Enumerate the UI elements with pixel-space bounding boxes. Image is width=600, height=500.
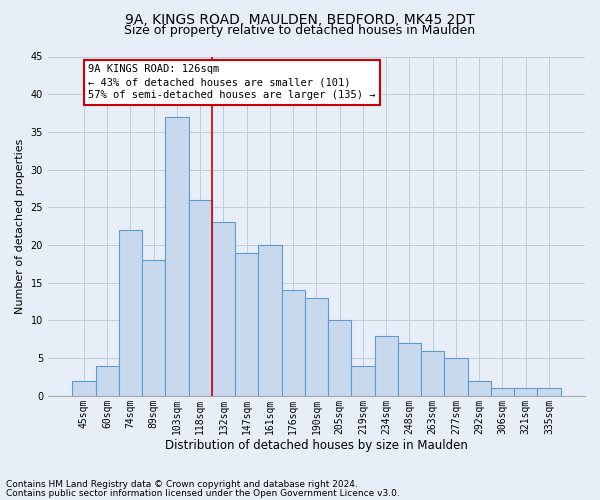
Text: Contains public sector information licensed under the Open Government Licence v3: Contains public sector information licen…	[6, 488, 400, 498]
Bar	[398, 343, 421, 396]
Bar	[166, 117, 188, 396]
Text: Size of property relative to detached houses in Maulden: Size of property relative to detached ho…	[124, 24, 476, 37]
Bar	[538, 388, 560, 396]
Bar	[352, 366, 374, 396]
Bar	[514, 388, 538, 396]
Text: 9A, KINGS ROAD, MAULDEN, BEDFORD, MK45 2DT: 9A, KINGS ROAD, MAULDEN, BEDFORD, MK45 2…	[125, 12, 475, 26]
Bar	[119, 230, 142, 396]
Text: Contains HM Land Registry data © Crown copyright and database right 2024.: Contains HM Land Registry data © Crown c…	[6, 480, 358, 489]
Bar	[445, 358, 467, 396]
Bar	[212, 222, 235, 396]
Bar	[281, 290, 305, 396]
Bar	[421, 350, 445, 396]
Bar	[491, 388, 514, 396]
Text: 9A KINGS ROAD: 126sqm
← 43% of detached houses are smaller (101)
57% of semi-det: 9A KINGS ROAD: 126sqm ← 43% of detached …	[88, 64, 376, 100]
X-axis label: Distribution of detached houses by size in Maulden: Distribution of detached houses by size …	[165, 440, 468, 452]
Bar	[374, 336, 398, 396]
Bar	[188, 200, 212, 396]
Bar	[328, 320, 352, 396]
Bar	[95, 366, 119, 396]
Bar	[259, 245, 281, 396]
Bar	[142, 260, 166, 396]
Bar	[235, 252, 259, 396]
Bar	[305, 298, 328, 396]
Bar	[73, 381, 95, 396]
Y-axis label: Number of detached properties: Number of detached properties	[15, 138, 25, 314]
Bar	[467, 381, 491, 396]
